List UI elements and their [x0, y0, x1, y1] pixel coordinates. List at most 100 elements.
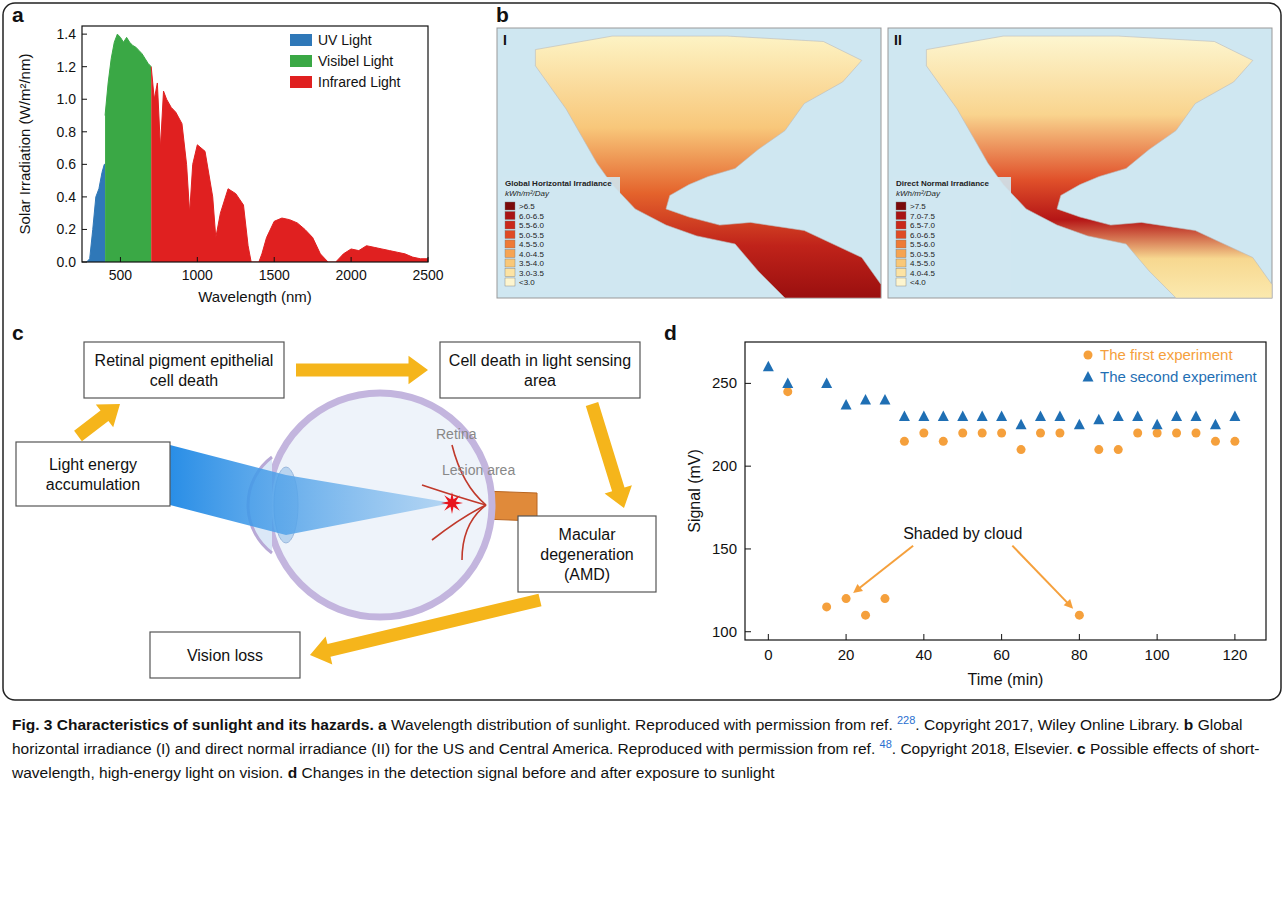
y-tick-label: 100: [712, 623, 737, 640]
x-tick: [1079, 634, 1080, 640]
scatter-point: [1114, 445, 1123, 454]
y-tick-label: 1.0: [57, 91, 77, 107]
scatter-point: [1153, 429, 1162, 438]
y-tick: [82, 66, 87, 67]
caption-text: Changes in the detection signal before a…: [297, 764, 774, 781]
y-tick: [745, 631, 751, 632]
diagram-box: [440, 342, 640, 398]
y-tick: [745, 466, 751, 467]
x-tick-label: 20: [838, 646, 855, 663]
x-tick: [428, 257, 429, 262]
map-legend-title: Direct Normal Irradiance: [896, 179, 989, 188]
y-tick: [82, 196, 87, 197]
map-legend-swatch: [505, 259, 515, 267]
caption-text: b: [1184, 716, 1193, 733]
scatter-point: [1230, 437, 1239, 446]
map-label: I: [503, 32, 507, 48]
map-legend-class: 4.5-5.0: [910, 259, 935, 268]
legend-label: The first experiment: [1100, 346, 1233, 363]
area-line: [105, 34, 151, 115]
box-label: Maculardegeneration(AMD): [540, 526, 633, 583]
box-label-line: degeneration: [540, 546, 633, 563]
scatter-point: [1055, 429, 1064, 438]
y-tick: [745, 383, 751, 384]
scatter-point: [957, 411, 968, 422]
scatter-point: [1035, 411, 1046, 422]
plot-area: [87, 34, 428, 262]
caption-text: . Copyright 2017, Wiley Online Library.: [915, 716, 1184, 733]
scatter-point: [958, 429, 967, 438]
map-legend-swatch: [505, 231, 515, 239]
x-tick: [351, 257, 352, 262]
scatter-point: [978, 429, 987, 438]
scatter-point: [938, 411, 949, 422]
scatter-point: [1093, 414, 1104, 425]
plot-area: [763, 361, 1241, 620]
map-legend-class: 6.5-7.0: [910, 221, 935, 230]
map-legend-class: 4.0-4.5: [910, 269, 935, 278]
y-axis-title: Signal (mV): [686, 449, 703, 533]
map-legend-swatch: [505, 250, 515, 258]
legend-label: Infrared Light: [318, 74, 401, 90]
x-tick: [1157, 634, 1158, 640]
x-tick: [1001, 634, 1002, 640]
x-tick: [846, 634, 847, 640]
y-tick-label: 0.2: [57, 221, 77, 237]
box-label: Vision loss: [187, 647, 263, 664]
map-legend-swatch: [896, 269, 906, 277]
x-tick-label: 0: [764, 646, 772, 663]
map-legend-swatch: [896, 221, 906, 229]
legend-swatch: [290, 76, 312, 88]
annotation: Shaded by cloud: [903, 525, 1022, 542]
scatter-point: [918, 411, 929, 422]
box-label-line: accumulation: [46, 476, 140, 493]
scatter-point: [1054, 411, 1065, 422]
legend-marker: [1084, 351, 1093, 360]
y-tick-label: 1.4: [57, 26, 77, 42]
figure: abcd50010001500200025000.00.20.40.60.81.…: [0, 0, 1284, 705]
scatter-point: [996, 411, 1007, 422]
map-legend-class: 5.5-6.0: [519, 221, 544, 230]
box-label-line: (AMD): [564, 566, 610, 583]
legend-label: The second experiment: [1100, 368, 1258, 385]
annotation-arrowhead: [853, 584, 863, 593]
legend-swatch: [290, 55, 312, 67]
scatter-point: [1192, 429, 1201, 438]
x-axis-title: Time (min): [968, 671, 1044, 688]
retina-vessel: [462, 505, 486, 560]
figure-frame: [3, 3, 1281, 700]
scatter-point: [1171, 411, 1182, 422]
caption-text: d: [288, 764, 297, 781]
map-legend-swatch: [505, 240, 515, 248]
area-fill: [87, 164, 105, 262]
y-tick-label: 250: [712, 374, 737, 391]
map-legend-swatch: [896, 278, 906, 286]
map-legend-swatch: [896, 231, 906, 239]
scatter-point: [1113, 411, 1124, 422]
caption-text: [374, 716, 378, 733]
scatter-point: [1016, 419, 1027, 430]
map-ocean: [497, 28, 881, 298]
map-legend-class: 5.0-5.5: [910, 250, 935, 259]
scatter-point: [997, 429, 1006, 438]
y-tick: [745, 548, 751, 549]
scatter-point: [1075, 611, 1084, 620]
legend-swatch: [290, 34, 312, 46]
area-line: [151, 67, 428, 262]
x-tick-label: 100: [1145, 646, 1170, 663]
legend-label: Visibel Light: [318, 53, 393, 69]
map-legend-unit: kWh/m²/Day: [896, 189, 941, 198]
diagram-label: Retina: [436, 426, 477, 442]
panel-label: b: [496, 3, 509, 26]
map-legend-swatch: [505, 221, 515, 229]
y-tick-label: 150: [712, 540, 737, 557]
caption-text: c: [1077, 741, 1086, 758]
x-tick: [120, 257, 121, 262]
scatter-point: [1191, 411, 1202, 422]
x-tick: [1234, 634, 1235, 640]
map-legend-swatch: [505, 278, 515, 286]
map-legend-class: 7.0-7.5: [910, 212, 935, 221]
scatter-point: [1094, 445, 1103, 454]
caption-text: . Copyright 2018, Elsevier.: [892, 741, 1077, 758]
y-tick-label: 0.4: [57, 189, 77, 205]
